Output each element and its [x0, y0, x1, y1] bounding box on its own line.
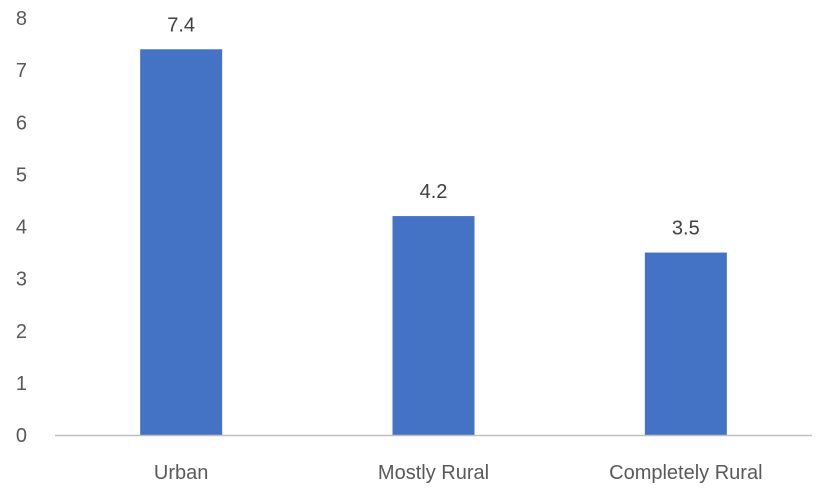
y-tick-label-8: 8: [16, 8, 27, 30]
y-tick-label-7: 7: [16, 60, 27, 82]
y-tick-label-0: 0: [16, 425, 27, 447]
y-tick-label-4: 4: [16, 217, 27, 239]
x-tick-label-completely-rural: Completely Rural: [609, 462, 762, 484]
y-tick-label-3: 3: [16, 269, 27, 291]
x-tick-label-mostly-rural: Mostly Rural: [378, 462, 489, 484]
x-axis: Urban Mostly Rural Completely Rural: [55, 434, 812, 484]
data-label-completely-rural: 3.5: [672, 218, 700, 240]
y-tick-label-1: 1: [16, 373, 27, 395]
y-tick-label-2: 2: [16, 321, 27, 343]
bar-mostly-rural: [392, 216, 475, 435]
data-label-urban: 7.4: [167, 14, 195, 36]
y-tick-label-6: 6: [16, 112, 27, 134]
y-axis: 0 1 2 3 4 5 6 7 8: [16, 8, 27, 447]
y-tick-label-5: 5: [16, 164, 27, 186]
data-label-mostly-rural: 4.2: [420, 181, 448, 203]
x-tick-label-urban: Urban: [154, 462, 208, 484]
bar-completely-rural: [644, 252, 727, 435]
bar-urban: [140, 49, 223, 436]
bars-group: 7.4 4.2 3.5: [140, 14, 727, 436]
